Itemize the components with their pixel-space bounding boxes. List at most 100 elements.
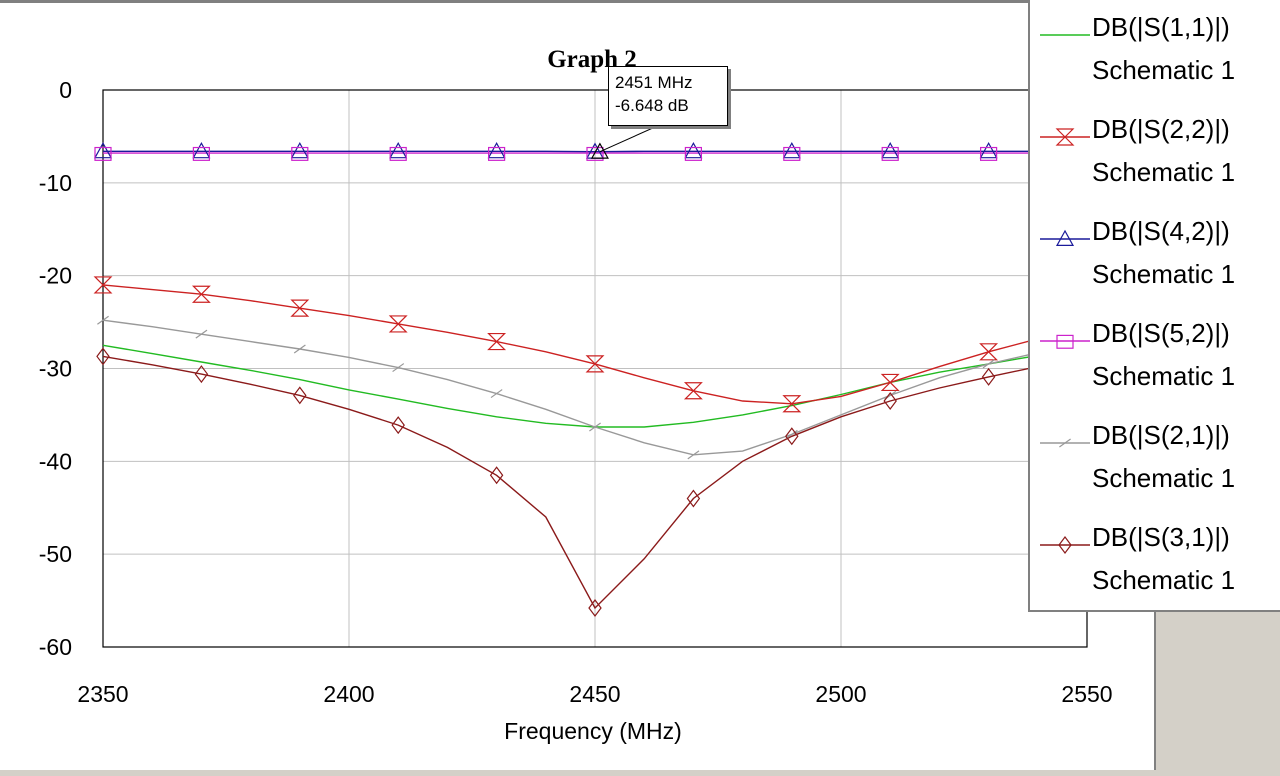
legend-source-name: Schematic 1	[1092, 259, 1236, 289]
y-tick-label: 0	[59, 77, 72, 103]
y-tick-label: -30	[39, 356, 72, 382]
legend-source-name: Schematic 1	[1092, 361, 1236, 391]
data-point-marker	[194, 365, 209, 384]
data-point-marker	[93, 142, 113, 159]
data-point-marker	[979, 146, 998, 161]
data-point-marker	[783, 146, 801, 161]
legend-source-name: Schematic 1	[1092, 463, 1236, 493]
legend-series-name: DB(|S(2,2)|)	[1092, 114, 1230, 144]
x-tick-label: 2450	[569, 681, 620, 707]
data-point-marker	[489, 466, 504, 485]
marker-frequency: 2451 MHz	[615, 73, 693, 92]
legend-swatch	[1040, 536, 1090, 554]
data-point-marker	[785, 429, 798, 439]
data-point-marker	[687, 450, 700, 460]
legend-source-name: Schematic 1	[1092, 55, 1236, 85]
x-tick-label: 2350	[77, 681, 128, 707]
data-point-marker	[982, 359, 995, 369]
marker-readout-box[interactable]: 2451 MHz -6.648 dB	[608, 66, 728, 126]
data-point-marker	[392, 363, 405, 373]
data-point-marker	[389, 142, 408, 159]
legend-swatch-marker	[1058, 536, 1072, 554]
legend-source-name: Schematic 1	[1092, 157, 1236, 187]
data-point-marker	[290, 299, 310, 317]
data-point-marker	[192, 146, 210, 161]
legend-swatch-marker	[1055, 229, 1075, 247]
legend-swatch	[1040, 34, 1090, 36]
x-tick-label: 2400	[323, 681, 374, 707]
data-point-marker	[686, 489, 701, 508]
data-point-marker	[293, 386, 307, 405]
x-tick-label: 2550	[1061, 681, 1112, 707]
data-point-marker	[684, 146, 703, 161]
data-point-marker	[490, 389, 503, 399]
legend-swatch-marker	[1056, 334, 1074, 349]
legend-item[interactable]: DB(|S(5,2)|) Schematic 1	[1030, 306, 1280, 406]
legend-swatch	[1040, 128, 1090, 146]
data-point-marker	[97, 315, 109, 325]
data-point-marker	[487, 332, 507, 351]
data-point-marker	[388, 315, 408, 333]
legend-swatch-marker	[1055, 128, 1075, 146]
y-tick-label: -50	[39, 541, 72, 567]
graph-window: Graph 2 2350 2400 2450 2500 2550 0 -10 -20 -30 -4…	[0, 0, 1156, 770]
data-point-marker	[881, 146, 899, 161]
data-point-marker	[782, 395, 802, 413]
legend-item[interactable]: DB(|S(1,1)|) Schematic 1	[1030, 0, 1280, 100]
legend-series-name: DB(|S(3,1)|)	[1092, 522, 1230, 552]
data-point-marker	[586, 146, 604, 161]
marker-value: -6.648 dB	[615, 96, 689, 115]
data-point-marker	[488, 146, 506, 161]
data-point-marker	[96, 347, 110, 366]
data-point-marker	[880, 373, 900, 392]
legend-swatch-marker	[1059, 438, 1071, 448]
marker-layer	[93, 142, 999, 618]
data-point-marker	[93, 276, 113, 294]
data-point-marker	[979, 343, 999, 361]
data-point-marker	[391, 416, 405, 435]
legend-swatch	[1040, 229, 1090, 247]
data-point-marker	[290, 142, 309, 159]
legend[interactable]: DB(|S(1,1)|) Schematic 1 DB(|S(2,2)|) Schem…	[1028, 0, 1280, 612]
legend-series-name: DB(|S(1,1)|)	[1092, 12, 1230, 42]
legend-item[interactable]: DB(|S(2,2)|) Schematic 1	[1030, 102, 1280, 202]
data-point-marker	[588, 599, 602, 618]
data-point-marker	[94, 146, 112, 161]
y-tick-label: -40	[39, 448, 72, 474]
x-tick-label: 2500	[815, 681, 866, 707]
axis-tick-labels: 2350 2400 2450 2500 2550 0 -10 -20 -30 -40 -50 -60	[39, 77, 1113, 707]
legend-item[interactable]: DB(|S(3,1)|) Schematic 1	[1030, 510, 1280, 610]
data-point-marker	[881, 142, 900, 159]
data-point-marker	[979, 142, 998, 159]
legend-series-name: DB(|S(5,2)|)	[1092, 318, 1230, 348]
marker-pointer-line	[599, 126, 656, 153]
data-point-marker	[684, 142, 703, 159]
y-tick-label: -60	[39, 634, 72, 660]
data-point-marker	[589, 422, 601, 432]
plot-area[interactable]: Graph 2 2350 2400 2450 2500 25500-10-20-30-4…	[0, 3, 1156, 773]
data-point-marker	[389, 146, 407, 161]
data-point-marker	[683, 382, 703, 400]
legend-series-name: DB(|S(2,1)|)	[1092, 420, 1230, 450]
legend-swatch	[1040, 334, 1090, 349]
data-point-marker	[883, 391, 897, 410]
data-point-marker	[785, 427, 799, 446]
data-point-marker	[585, 355, 605, 373]
legend-item[interactable]: DB(|S(2,1)|) Schematic 1	[1030, 408, 1280, 508]
legend-swatch	[1040, 438, 1090, 448]
series-line-6	[102, 355, 1088, 610]
data-point-marker	[195, 329, 208, 339]
marker-indicator	[590, 142, 609, 159]
data-point-marker	[192, 142, 211, 159]
legend-source-name: Schematic 1	[1092, 565, 1236, 595]
data-point-marker	[191, 285, 211, 303]
legend-series-name: DB(|S(4,2)|)	[1092, 216, 1230, 246]
y-tick-label: -20	[39, 263, 72, 289]
x-axis-label: Frequency (MHz)	[504, 718, 682, 744]
grid-lines	[102, 89, 1088, 648]
data-point-marker	[981, 367, 996, 386]
legend-item[interactable]: DB(|S(4,2)|) Schematic 1	[1030, 204, 1280, 304]
data-point-marker	[293, 344, 306, 354]
data-point-marker	[782, 142, 801, 159]
y-tick-label: -10	[39, 170, 72, 196]
